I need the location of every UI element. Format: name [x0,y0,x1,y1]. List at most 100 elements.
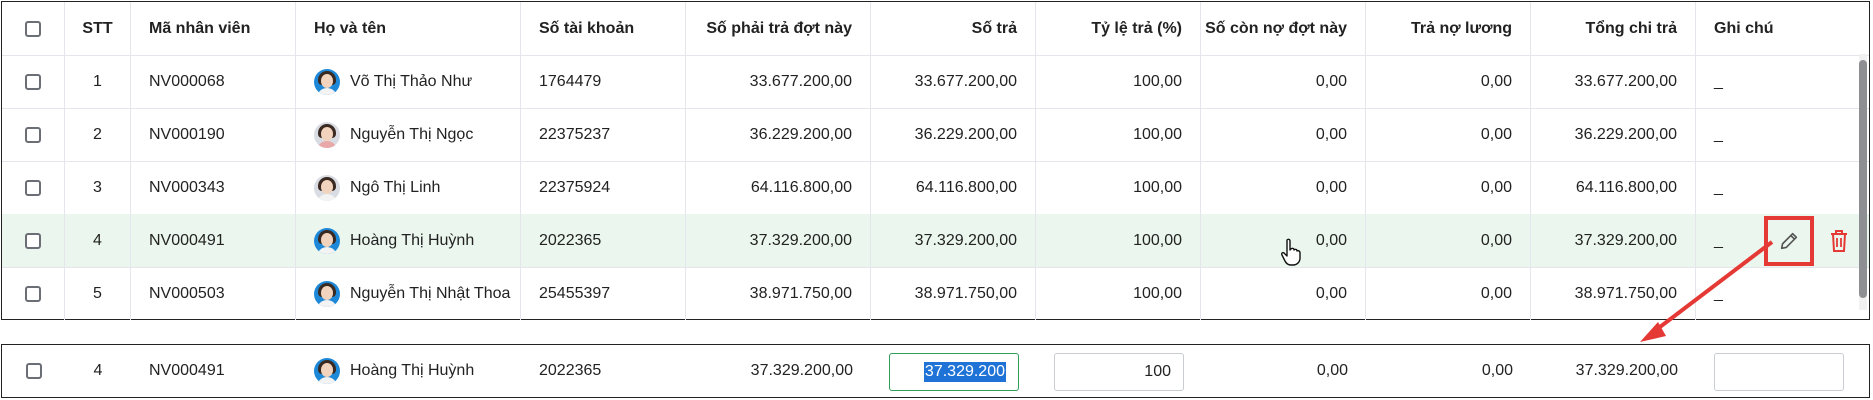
edit-row-button[interactable] [1764,216,1814,266]
row-checkbox[interactable] [25,179,41,196]
inline-edit-row[interactable]: 4 NV000491 Hoàng Thị Huỳnh 2022365 37.32… [1,344,1870,398]
total-paid-cell: 37.329.200,00 [1531,214,1696,267]
stt-cell: 2 [65,108,131,161]
amount-paid-input[interactable]: 37.329.200 [889,353,1019,391]
employee-code-cell: NV000491 [149,362,225,379]
employee-code-cell: NV000190 [131,108,296,161]
row-select-cell[interactable] [2,267,65,320]
avatar [314,68,340,95]
col-pay-ratio[interactable]: Tỷ lệ trả (%) [1036,2,1201,55]
avatar [314,280,340,307]
col-amount-paid[interactable]: Số trả [871,2,1036,55]
full-name-cell: Ngô Thị Linh [296,161,521,214]
note-cell: _ [1714,178,1723,196]
full-name-cell: Võ Thị Thảo Như [296,55,521,108]
col-total-paid[interactable]: Tổng chi trả [1531,2,1696,55]
table-row[interactable]: 3 NV000343 Ngô Thị Linh 22375924 64.116.… [2,161,1869,215]
table-header-row: STT Mã nhân viên Họ và tên Số tài khoản … [2,2,1869,56]
remaining-cell: 0,00 [1201,267,1366,320]
total-paid-cell: 36.229.200,00 [1531,108,1696,161]
delete-row-button[interactable] [1829,229,1849,253]
stt-cell: 1 [65,55,131,108]
full-name-text: Võ Thị Thảo Như [350,72,473,90]
col-salary-debt[interactable]: Trả nợ lương [1366,2,1531,55]
col-employee-code[interactable]: Mã nhân viên [131,2,296,55]
employee-code-cell: NV000491 [131,214,296,267]
trash-icon [1831,230,1847,252]
amount-due-cell: 36.229.200,00 [686,108,871,161]
vertical-scrollbar-thumb[interactable] [1859,60,1867,298]
pay-ratio-cell: 100,00 [1036,267,1201,320]
amount-due-cell: 37.329.200,00 [750,362,853,379]
amount-paid-cell: 38.971.750,00 [871,267,1036,320]
account-no-cell: 2022365 [539,362,602,379]
amount-paid-cell: 64.116.800,00 [871,161,1036,214]
amount-due-cell: 38.971.750,00 [686,267,871,320]
col-full-name[interactable]: Họ và tên [296,2,521,55]
account-no-cell: 22375924 [521,161,686,214]
table-row[interactable]: 1 NV000068 Võ Thị Thảo Như 1764479 33.67… [2,55,1869,109]
table-row[interactable]: 5 NV000503 Nguyễn Thị Nhật Thoa 25455397… [2,267,1869,320]
full-name-text: Hoàng Thị Huỳnh [350,231,475,249]
amount-paid-input-value: 37.329.200 [923,362,1006,382]
amount-paid-cell: 36.229.200,00 [871,108,1036,161]
row-select-cell[interactable] [2,108,65,161]
avatar [314,174,340,201]
total-paid-cell: 64.116.800,00 [1531,161,1696,214]
col-stt[interactable]: STT [65,2,131,55]
stt-cell: 5 [65,267,131,320]
amount-paid-cell: 33.677.200,00 [871,55,1036,108]
note-cell: _ [1714,284,1723,302]
row-checkbox[interactable] [25,363,42,379]
note-input[interactable] [1714,353,1844,391]
col-note[interactable]: Ghi chú [1714,19,1774,37]
table-row-hovered[interactable]: 4 NV000491 Hoàng Thị Huỳnh 2022365 37.32… [2,214,1869,268]
stt-cell: 3 [65,161,131,214]
col-amount-due[interactable]: Số phải trả đợt này [686,2,871,55]
avatar [314,227,340,254]
row-select-cell[interactable] [2,214,65,267]
total-paid-cell: 38.971.750,00 [1531,267,1696,320]
row-select-cell[interactable] [2,161,65,214]
pay-ratio-cell: 100,00 [1036,55,1201,108]
row-checkbox[interactable] [25,126,41,143]
row-checkbox[interactable] [25,285,41,302]
avatar [314,121,340,148]
stt-cell: 4 [65,214,131,267]
employee-code-cell: NV000503 [131,267,296,320]
col-account-no[interactable]: Số tài khoản [521,2,686,55]
full-name-cell: Nguyễn Thị Nhật Thoa [296,267,521,320]
row-checkbox[interactable] [25,232,41,249]
row-select-cell[interactable] [2,55,65,108]
remaining-cell: 0,00 [1201,214,1366,267]
pay-ratio-cell: 100,00 [1036,161,1201,214]
full-name-text: Hoàng Thị Huỳnh [350,362,475,379]
full-name-cell: Hoàng Thị Huỳnh [296,345,521,397]
amount-due-cell: 33.677.200,00 [686,55,871,108]
row-select-cell[interactable] [2,345,65,397]
pay-ratio-input[interactable]: 100 [1054,353,1184,391]
account-no-cell: 25455397 [521,267,686,320]
full-name-cell: Hoàng Thị Huỳnh [296,214,521,267]
account-no-cell: 22375237 [521,108,686,161]
select-all-checkbox[interactable] [25,20,41,37]
salary-debt-cell: 0,00 [1366,55,1531,108]
full-name-text: Nguyễn Thị Nhật Thoa [350,284,511,302]
amount-paid-cell: 37.329.200,00 [871,214,1036,267]
pay-ratio-input-value: 100 [1144,363,1171,380]
pencil-icon [1780,232,1798,250]
salary-debt-cell: 0,00 [1366,267,1531,320]
table-row[interactable]: 2 NV000190 Nguyễn Thị Ngọc 22375237 36.2… [2,108,1869,162]
employee-code-cell: NV000343 [131,161,296,214]
select-all-cell[interactable] [2,2,65,55]
remaining-cell: 0,00 [1201,108,1366,161]
total-paid-cell: 37.329.200,00 [1575,362,1678,379]
stt-cell: 4 [93,362,103,379]
hand-cursor-icon [1281,238,1301,266]
salary-debt-cell: 0,00 [1366,214,1531,267]
employee-code-cell: NV000068 [131,55,296,108]
col-remaining[interactable]: Số còn nợ đợt này [1201,2,1366,55]
amount-due-cell: 64.116.800,00 [686,161,871,214]
row-checkbox[interactable] [25,73,41,90]
remaining-cell: 0,00 [1316,362,1348,379]
